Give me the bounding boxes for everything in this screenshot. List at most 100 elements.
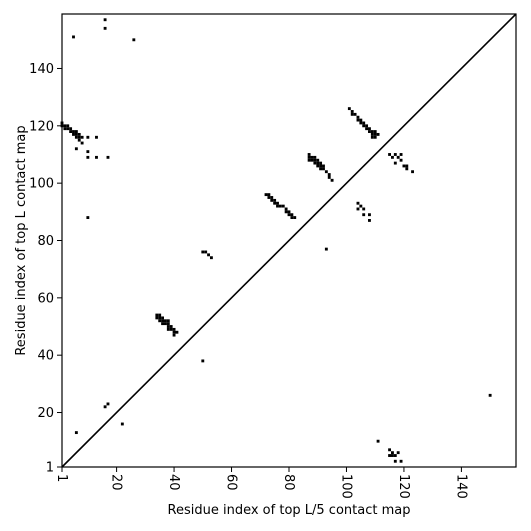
contact-points	[60, 18, 492, 463]
contact-point	[399, 158, 403, 162]
contact-point	[362, 213, 366, 217]
contact-point	[322, 167, 325, 171]
contact-point	[396, 155, 400, 159]
contact-point	[350, 112, 354, 116]
contact-point	[74, 135, 78, 139]
contact-point	[207, 253, 210, 257]
contact-point	[290, 213, 294, 217]
x-tick-label: 60	[224, 474, 239, 491]
contact-point	[106, 155, 110, 159]
contact-point	[362, 121, 366, 125]
y-tick-label: 120	[29, 119, 54, 134]
contact-point	[204, 250, 208, 254]
y-axis-label: Residue index of top L contact map	[14, 125, 29, 355]
contact-point	[132, 38, 136, 42]
contact-point	[393, 454, 397, 457]
contact-point	[74, 431, 78, 435]
contact-point	[324, 247, 328, 251]
contact-point	[293, 216, 297, 219]
y-tick-label: 80	[37, 234, 54, 249]
contact-point	[373, 132, 377, 136]
contact-point	[155, 316, 159, 320]
contact-point	[77, 138, 81, 142]
contact-point	[370, 132, 374, 136]
contact-point	[166, 319, 170, 323]
contact-point	[313, 155, 317, 159]
contact-point	[201, 359, 205, 363]
contact-point	[172, 333, 176, 337]
x-tick-label: 1	[54, 474, 69, 482]
contact-point	[310, 158, 314, 162]
contact-point	[120, 422, 124, 426]
contact-point	[368, 127, 371, 131]
contact-point	[393, 153, 397, 156]
contact-point	[370, 130, 374, 133]
contact-point	[63, 124, 67, 128]
x-tick-label: 20	[109, 474, 124, 491]
contact-point	[310, 155, 314, 159]
contact-point	[66, 127, 70, 131]
contact-point	[209, 256, 213, 260]
contact-point	[327, 173, 331, 176]
contact-point	[368, 219, 371, 222]
y-tick-label: 140	[29, 62, 54, 77]
contact-point	[391, 155, 394, 159]
contact-point	[166, 327, 170, 331]
contact-point	[95, 155, 98, 159]
contact-point	[74, 130, 78, 133]
contact-point	[69, 127, 73, 131]
contact-point	[290, 216, 294, 219]
contact-point	[201, 250, 205, 254]
contact-point	[287, 210, 291, 214]
contact-point	[103, 405, 107, 409]
x-tick-label: 140	[453, 474, 468, 499]
contact-point	[267, 196, 271, 199]
contact-point	[164, 322, 167, 326]
contact-point	[270, 196, 274, 199]
contact-point	[95, 135, 98, 139]
contact-point	[402, 164, 406, 168]
contact-point	[316, 161, 320, 165]
contact-point	[362, 207, 366, 211]
contact-point	[391, 451, 394, 455]
contact-point	[72, 132, 75, 136]
contact-point	[350, 110, 354, 113]
contact-point	[319, 164, 323, 168]
contact-point	[264, 193, 268, 197]
plot-area	[60, 13, 517, 468]
contact-point	[166, 325, 170, 328]
y-tick-label: 1	[46, 461, 54, 476]
contact-point	[488, 393, 492, 397]
contact-point	[166, 322, 170, 326]
contact-point	[267, 193, 271, 197]
contact-point	[393, 459, 397, 463]
contact-point	[77, 135, 81, 139]
contact-point	[327, 175, 331, 179]
contact-point	[281, 204, 285, 208]
contact-point	[158, 316, 162, 320]
x-tick-label: 40	[166, 474, 181, 491]
contact-point	[276, 204, 279, 208]
contact-point	[161, 319, 164, 323]
contact-point	[158, 319, 162, 323]
contact-point	[356, 118, 360, 122]
x-tick-label: 100	[338, 474, 353, 499]
contact-point	[86, 155, 90, 159]
x-tick-label: 120	[396, 474, 411, 499]
contact-point	[66, 124, 70, 128]
contact-point	[393, 161, 397, 165]
contact-point	[106, 402, 110, 406]
contact-point	[316, 158, 320, 162]
contact-point	[158, 313, 162, 317]
contact-point	[347, 107, 351, 111]
contact-point	[319, 161, 323, 165]
contact-point	[63, 127, 67, 131]
contact-point	[353, 112, 357, 116]
contact-point	[365, 127, 369, 131]
contact-point	[359, 118, 363, 122]
contact-point	[103, 26, 107, 30]
diagonal-line	[61, 13, 517, 468]
contact-point	[80, 141, 84, 145]
